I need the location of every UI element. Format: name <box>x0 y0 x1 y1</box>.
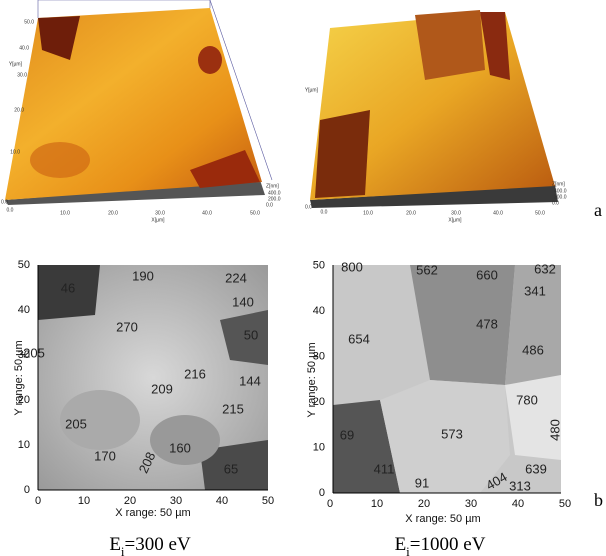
x-tick-label: 0 <box>35 495 41 507</box>
caption-symbol: E <box>395 534 407 555</box>
afm-3d-left <box>5 0 272 205</box>
caption: Ei=1000 eV <box>395 534 486 556</box>
tick-label: 0.0 <box>321 209 328 215</box>
caption-text: =300 eV <box>125 534 191 555</box>
tick-label: 0.0 <box>7 207 14 213</box>
x-tick-label: 10 <box>78 495 90 507</box>
x-axis-label: X range: 50 µm <box>405 513 480 525</box>
y-tick-label: 10 <box>313 441 325 453</box>
map-value: 190 <box>132 268 154 283</box>
panel-label: b <box>594 490 603 510</box>
map-value: 224 <box>225 270 247 285</box>
map-value: 216 <box>184 366 206 381</box>
map-value: 800 <box>341 259 363 274</box>
tick-label: 10.0 <box>60 210 70 216</box>
x-tick-label: 0 <box>327 498 333 510</box>
tick-label: 40.0 <box>19 45 29 51</box>
x-axis-label: X range: 50 µm <box>115 507 190 519</box>
tick-label: 30.0 <box>17 72 27 78</box>
map-value: 46 <box>61 280 75 295</box>
map-value: 69 <box>340 427 354 442</box>
map-value: 632 <box>534 261 556 276</box>
map-value: 209 <box>151 381 173 396</box>
caption-text: =1000 eV <box>410 534 486 555</box>
tick-label: 0.0 <box>266 202 273 208</box>
x-tick-label: 40 <box>216 495 228 507</box>
caption-symbol: E <box>109 534 121 555</box>
map-value: 270 <box>116 319 138 334</box>
y-axis-label: Y range: 50 µm <box>306 342 318 417</box>
y-tick-label: 0 <box>319 487 325 499</box>
axis-label: Z[nm] <box>266 183 279 189</box>
x-tick-label: 50 <box>262 495 274 507</box>
map-value: 91 <box>415 475 429 490</box>
axis-label: Z[nm] <box>552 181 565 187</box>
tick-label: 50.0 <box>535 210 545 216</box>
y-tick-label: 40 <box>18 304 30 316</box>
map-value: 478 <box>476 316 498 331</box>
tick-label: 0.0 <box>305 204 312 210</box>
figure: 50.0 40.0 30.0 20.0 10.0 0.0 0.0 10.0 20.0 30.0 40… <box>0 0 606 556</box>
map-value: 205 <box>23 345 45 360</box>
y-tick-label: 40 <box>313 305 325 317</box>
y-tick-label: 10 <box>18 439 30 451</box>
y-tick-label: 0 <box>24 484 30 496</box>
tick-label: 20.0 <box>108 210 118 216</box>
map-value: 654 <box>348 331 370 346</box>
axis-label: Y[µm] <box>305 87 319 93</box>
caption: Ei=300 eV <box>109 534 191 556</box>
afm-3d-right <box>310 10 558 208</box>
tick-label: 20.0 <box>406 210 416 216</box>
map-value: 160 <box>169 440 191 455</box>
panel-label: a <box>594 200 602 220</box>
map-value: 411 <box>374 461 395 476</box>
map-value: 205 <box>65 416 87 431</box>
axis-label: X[µm] <box>448 217 462 223</box>
map-value: 215 <box>222 401 244 416</box>
x-tick-label: 10 <box>371 498 383 510</box>
map-value: 140 <box>232 294 254 309</box>
map-value: 660 <box>476 267 498 282</box>
tick-label: 50.0 <box>250 210 260 216</box>
map-value: 486 <box>522 342 544 357</box>
tick-label: 10.0 <box>10 149 20 155</box>
map-value: 341 <box>524 283 546 298</box>
tick-label: 10.0 <box>363 210 373 216</box>
tick-label: 20.0 <box>14 107 24 113</box>
x-tick-label: 40 <box>512 498 524 510</box>
map-value: 65 <box>224 461 238 476</box>
y-tick-label: 50 <box>313 259 325 271</box>
map-value: 50 <box>244 327 258 342</box>
map-value: 639 <box>525 461 547 476</box>
map-value: 144 <box>239 373 261 388</box>
tick-label: 0.0 <box>552 200 559 206</box>
map-value: 170 <box>94 448 116 463</box>
x-tick-label: 20 <box>418 498 430 510</box>
tick-label: 50.0 <box>24 19 34 25</box>
tick-label: 40.0 <box>202 210 212 216</box>
map-value: 480 <box>547 419 562 441</box>
axis-label: Y[µm] <box>9 61 23 67</box>
tick-label: 30.0 <box>155 210 165 216</box>
axis-label: X[µm] <box>151 217 165 223</box>
x-tick-label: 20 <box>124 495 136 507</box>
tick-label: 0.0 <box>1 199 8 205</box>
x-tick-label: 50 <box>559 498 571 510</box>
x-tick-label: 30 <box>465 498 477 510</box>
map-right <box>333 265 561 493</box>
tick-label: 30.0 <box>451 210 461 216</box>
tick-label: 40.0 <box>493 210 503 216</box>
map-value: 573 <box>441 426 463 441</box>
y-tick-label: 50 <box>18 259 30 271</box>
map-value: 780 <box>516 392 538 407</box>
map-value: 562 <box>416 262 438 277</box>
x-tick-label: 30 <box>170 495 182 507</box>
map-value: 313 <box>509 478 531 493</box>
